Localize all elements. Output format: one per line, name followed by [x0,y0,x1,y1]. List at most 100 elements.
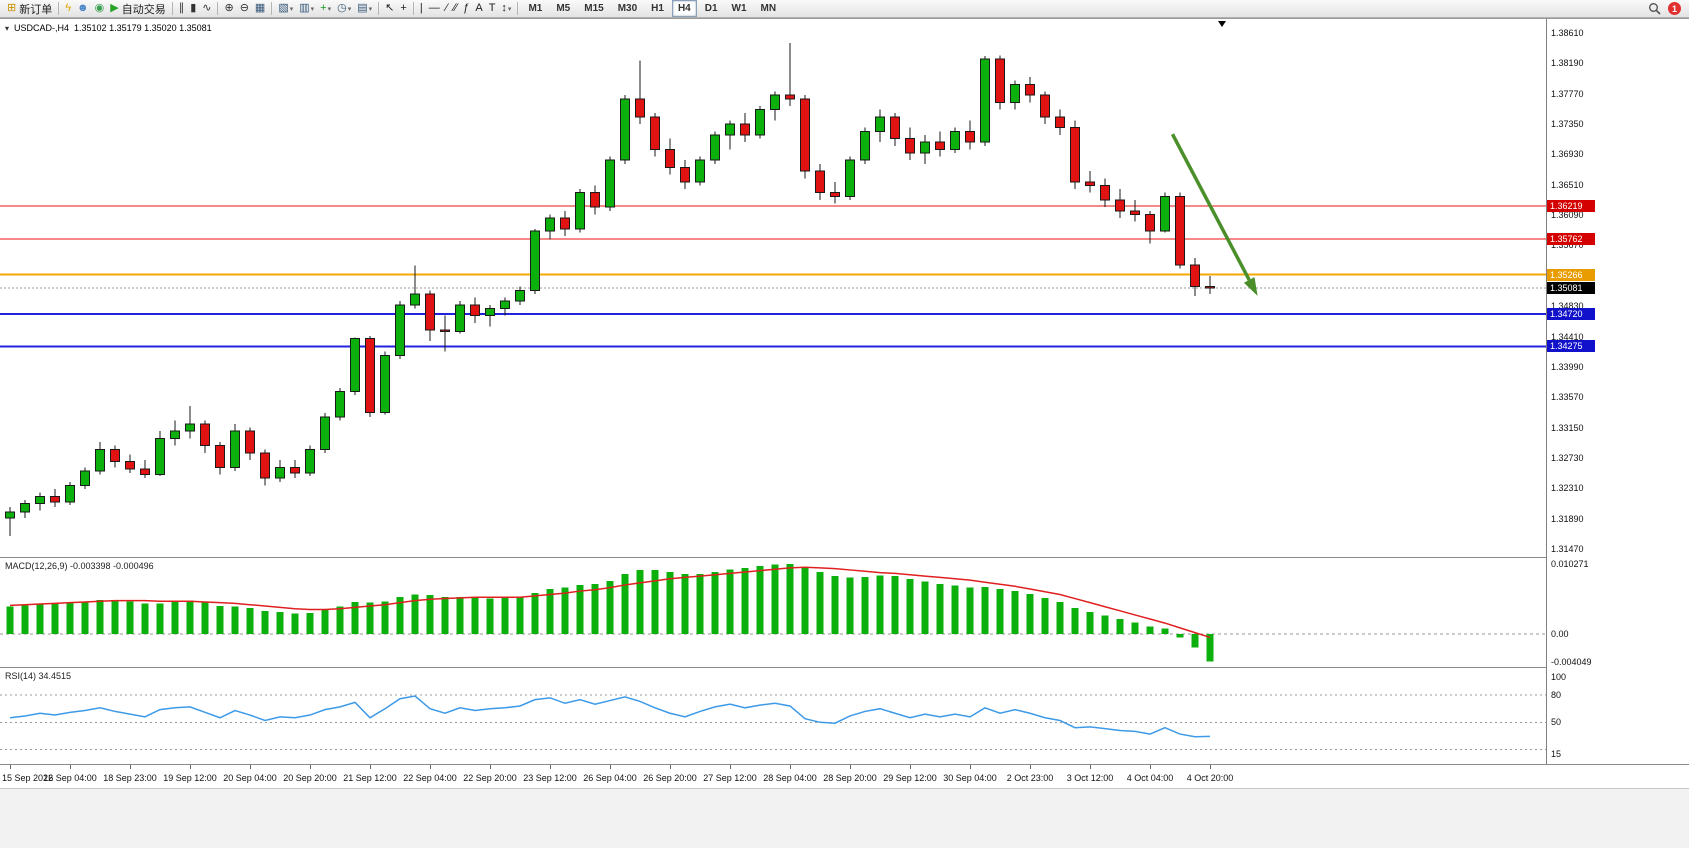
time-tick [10,765,11,769]
chart-header: ▾ USDCAD-,H4 1.35102 1.35179 1.35020 1.3… [5,23,212,33]
timeframe-w1[interactable]: W1 [731,3,747,14]
macd-indicator-panel[interactable] [0,557,1546,667]
arrows-button[interactable]: ↕ ▾ [498,1,514,16]
timeframe-m5[interactable]: M5 [556,3,571,14]
price-tag: 1.34720 [1547,308,1595,321]
time-axis[interactable]: 15 Sep 2022 16 Sep 04:00 18 Sep 23:00 19 Se… [0,764,1689,788]
candlestick-chart[interactable] [0,19,1546,557]
cursor-icon: ↖ [385,2,395,14]
vertical-line-button[interactable]: | [417,1,426,16]
price-tick-label: 1.34830 [1551,301,1584,312]
main-toolbar: ⊞ 新订单 ϟ ☻ ◉ ▶ 自动交易 ∥ ▮ ∿ ⊕ ⊖ ▦ ▧ ▾ ▥ ▾ + ▾ ◷ ▾ ▤ ▾ ↖ + | — ∕ ∕∕ ƒ A T ↕ ▾… [0,0,1689,18]
panel-separator [0,557,1689,558]
timeframe-m15[interactable]: M15 [584,3,604,14]
bars-chart-button[interactable]: ∥ [176,1,188,16]
price-tick-label: 1.32310 [1551,483,1584,494]
trendline-button[interactable]: ∕ [443,1,451,16]
chevron-down-icon: ▾ [507,5,512,13]
auto-trading-label: 自动交易 [121,3,166,16]
time-axis-label: 26 Sep 20:00 [643,773,697,783]
periods-button[interactable]: ◷ ▾ [334,1,354,16]
chevron-down-icon: ▾ [347,5,352,13]
macd-tick-label: 0.010271 [1551,559,1589,569]
timeframe-h1[interactable]: H1 [651,3,664,14]
rsi-tick-label: 80 [1551,690,1562,701]
profile-button[interactable]: ☻ [74,1,92,16]
text-button[interactable]: A [472,1,485,16]
price-tick-label: 1.31890 [1551,513,1584,524]
price-tick-label: 1.33150 [1551,422,1584,433]
time-tick [310,765,311,769]
zoom-out-button[interactable]: ⊖ [237,1,252,16]
toolbar-separator [517,2,519,15]
time-tick [70,765,71,769]
horizontal-line-button[interactable]: — [426,1,443,16]
fibonacci-button[interactable]: ƒ [460,1,472,16]
timeframe-m1[interactable]: M1 [528,3,543,14]
time-tick [250,765,251,769]
price-tick-label: 1.36930 [1551,149,1584,160]
price-tag: 1.35762 [1547,232,1595,245]
templates-button[interactable]: ▤ ▾ [354,1,375,16]
chart-menu-icon[interactable]: ▾ [5,23,10,33]
price-axis[interactable]: 1.38610 1.38190 1.37770 1.37350 1.36930 1.365… [1546,19,1689,764]
tile-windows-button[interactable]: ▦ [252,1,268,16]
time-tick [1150,765,1151,769]
toolbar-separator [58,2,60,15]
price-tick-label: 1.35670 [1551,240,1584,251]
tile-windows-icon: ▦ [254,2,266,14]
toolbar-separator [271,2,273,15]
time-tick [610,765,611,769]
equidistant-channel-button[interactable]: ∕∕ [451,1,461,16]
panel-separator [0,667,1689,668]
price-tick-label: 1.34410 [1551,331,1584,342]
horizontal-line-icon: — [428,2,440,14]
time-axis-label: 4 Oct 20:00 [1186,773,1234,783]
cursor-button[interactable]: ↖ [382,1,397,16]
templates-icon: ▤ [357,2,368,14]
news-button[interactable]: ◉ [92,1,108,16]
rsi-indicator-panel[interactable] [0,667,1546,764]
time-tick [1030,765,1031,769]
new-chart-button[interactable]: ▧ ▾ [275,1,296,16]
profiles-button[interactable]: ▥ ▾ [296,1,317,16]
timeframe-h4[interactable]: H4 [671,0,697,17]
mql5-community-icon: ϟ [65,2,72,14]
arrows-icon: ↕ [501,2,507,14]
crosshair-button[interactable]: + [397,1,409,16]
chart-window: ▾ USDCAD-,H4 1.35102 1.35179 1.35020 1.3… [0,18,1689,848]
time-tick [370,765,371,769]
time-tick [730,765,731,769]
time-tick [430,765,431,769]
notification-badge[interactable]: 1 [1668,2,1681,15]
indicators-button[interactable]: + ▾ [317,1,334,16]
time-tick [910,765,911,769]
mql5-community-button[interactable]: ϟ [62,1,74,16]
text-label-icon: T [488,2,496,14]
timeframe-m30[interactable]: M30 [617,3,638,14]
timeframe-mn[interactable]: MN [760,3,777,14]
indicators-icon: + [320,2,327,14]
price-tag: 1.35266 [1547,268,1595,281]
line-chart-button[interactable]: ∿ [199,1,214,16]
time-axis-label: 16 Sep 04:00 [43,773,97,783]
toolbar-separator [217,2,219,15]
zoom-in-icon: ⊕ [224,2,234,14]
time-axis-label: 20 Sep 20:00 [283,773,337,783]
toolbar-separator [412,2,414,15]
zoom-in-button[interactable]: ⊕ [221,1,236,16]
rsi-indicator-label: RSI(14) 34.4515 [5,671,72,681]
candlestick-chart-button[interactable]: ▮ [187,1,199,16]
time-axis-label: 3 Oct 12:00 [1066,773,1114,783]
time-axis-label: 15 Sep 2022 [2,773,54,783]
bars-chart-icon: ∥ [178,2,185,14]
price-tick-label: 1.38610 [1551,28,1584,39]
new-order-button[interactable]: ⊞ 新订单 [4,1,55,16]
toolbar-buttons: ⊞ 新订单 ϟ ☻ ◉ ▶ 自动交易 ∥ ▮ ∿ ⊕ ⊖ ▦ ▧ ▾ ▥ ▾ + ▾ ◷ ▾ ▤ ▾ ↖ + | — ∕ ∕∕ ƒ A T ↕ ▾ [4,1,521,16]
time-axis-label: 27 Sep 12:00 [703,773,757,783]
price-tick-label: 1.38190 [1551,58,1584,69]
timeframe-d1[interactable]: D1 [704,3,718,14]
auto-trading-button[interactable]: ▶ 自动交易 [107,1,168,16]
text-label-button[interactable]: T [486,1,499,16]
search-icon[interactable] [1648,2,1661,15]
